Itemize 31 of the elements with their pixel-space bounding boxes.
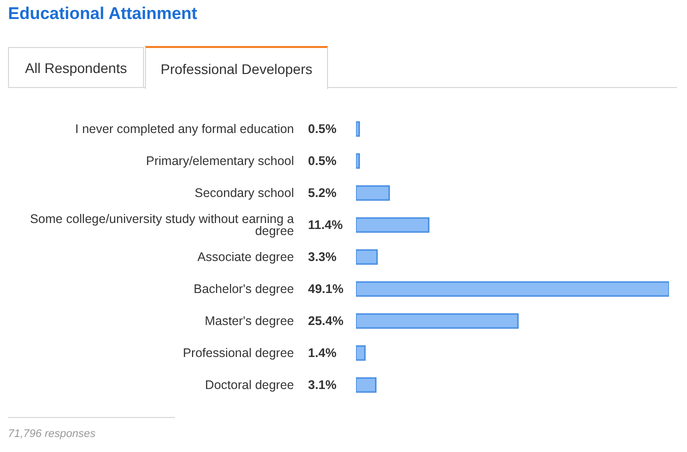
bar [356, 377, 377, 393]
data-label: 0.5% [308, 154, 336, 168]
bar [356, 153, 360, 169]
y-tick-label: Associate degree [197, 250, 294, 264]
data-label: 49.1% [308, 282, 344, 296]
y-tick-label: Master's degree [204, 314, 294, 328]
bar [356, 121, 360, 137]
y-tick-label: Doctoral degree [205, 378, 294, 392]
text: Professional Developers [145, 46, 328, 89]
bar [356, 345, 366, 361]
y-tick-label: Some college/university study without earning a degree [30, 212, 294, 238]
bar [356, 281, 669, 297]
data-label: 11.4% [308, 218, 343, 232]
data-label: 1.4% [308, 346, 336, 360]
y-tick-label: Professional degree [182, 346, 294, 360]
y-tick-label: Bachelor's degree [194, 282, 294, 296]
data-label: 5.2% [308, 186, 336, 200]
data-label: 3.1% [308, 378, 336, 392]
bar [356, 217, 430, 233]
y-tick-label: Primary/elementary school [146, 154, 294, 168]
text: All Respondents [8, 47, 144, 87]
bar [356, 185, 390, 201]
bar [356, 249, 378, 265]
y-tick-label: Secondary school [194, 186, 294, 200]
text: 71,796 responses [8, 428, 96, 440]
data-label: 3.3% [308, 250, 336, 264]
text: Educational Attainment [8, 4, 198, 24]
bar [356, 313, 519, 329]
data-label: 25.4% [308, 314, 344, 328]
data-label: 0.5% [308, 122, 336, 136]
y-tick-label: I never completed any formal education [75, 122, 294, 136]
